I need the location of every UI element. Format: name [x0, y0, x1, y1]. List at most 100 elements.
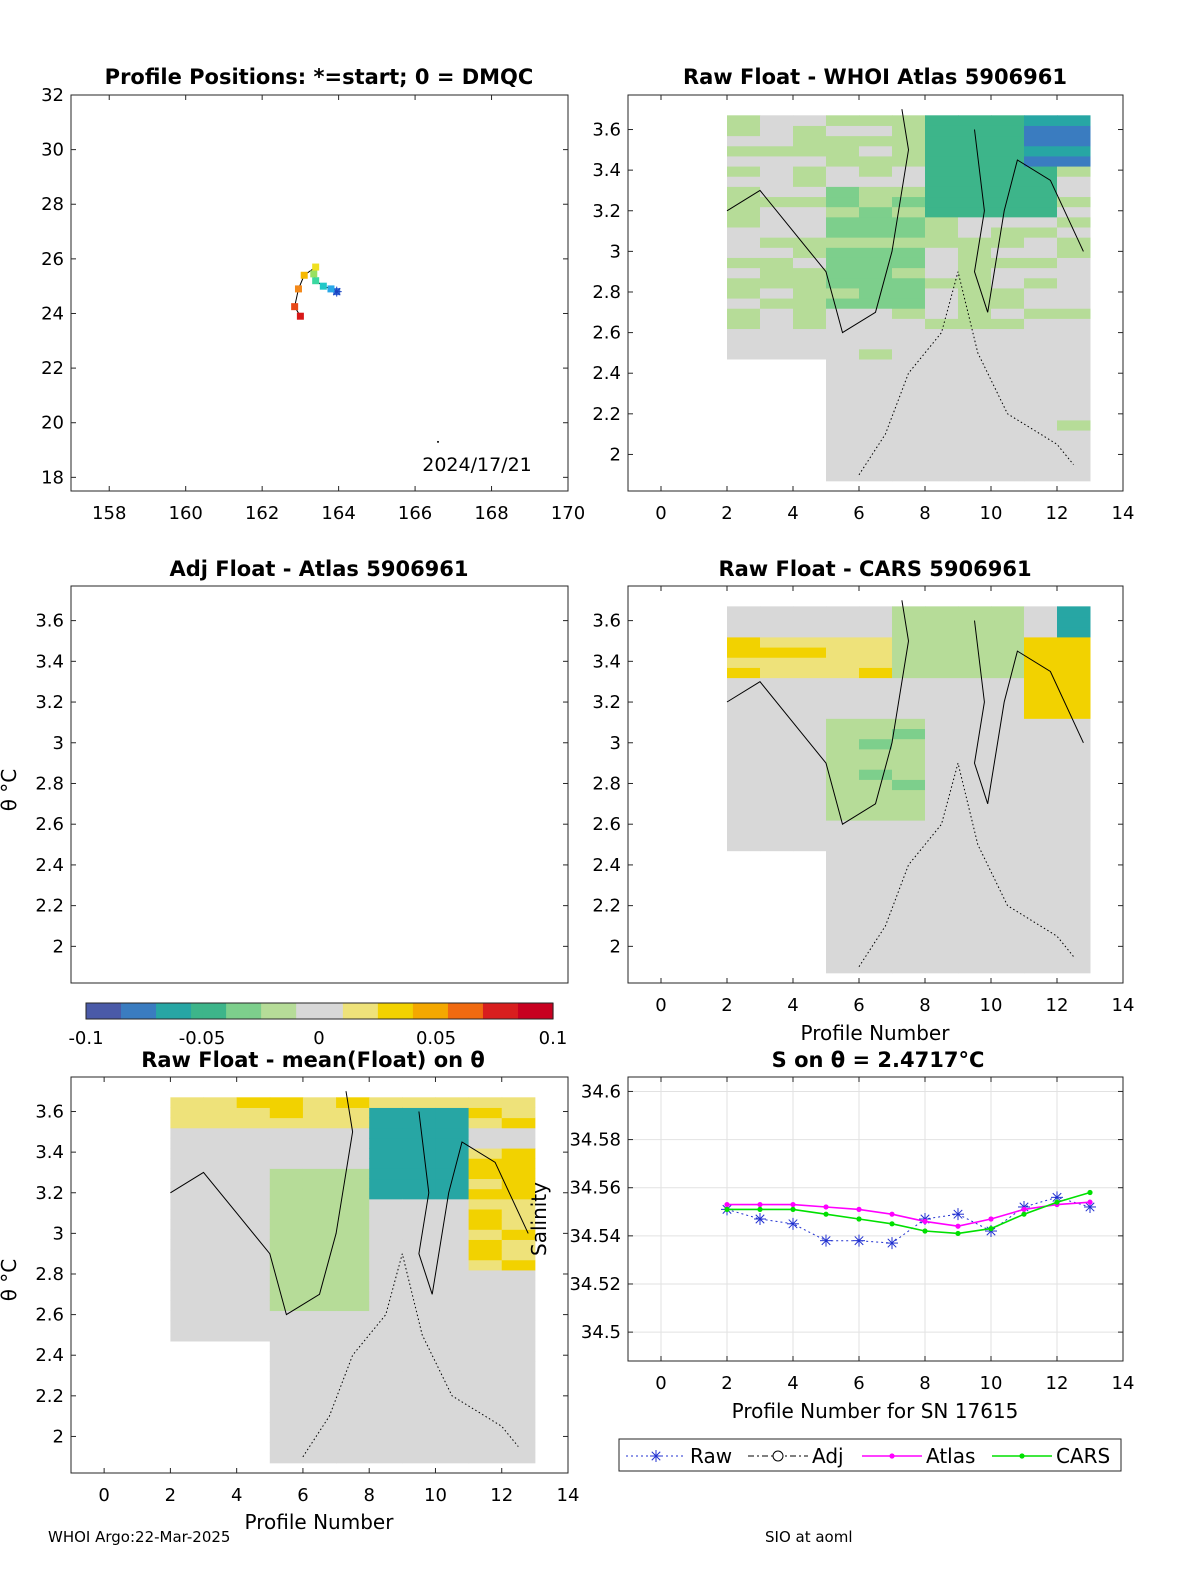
raw-atlas-panel: Raw Float - WHOI Atlas 5906961 0 2 4 6 8 10 12…	[592, 65, 1134, 524]
heatmap-cell	[1024, 769, 1058, 780]
heatmap-cell	[269, 1361, 304, 1372]
heatmap-cell	[236, 1300, 271, 1312]
heatmap-cell	[501, 1137, 536, 1149]
y-tick-label: 3.2	[35, 1183, 64, 1204]
heatmap-cell	[826, 430, 860, 441]
heatmap-cell	[826, 626, 860, 638]
heatmap-cell	[369, 1198, 403, 1210]
heatmap-cell	[727, 125, 761, 137]
heatmap-cell	[1057, 318, 1091, 330]
heatmap-cell	[925, 287, 959, 299]
heatmap-cell	[793, 779, 827, 791]
heatmap-cell	[1057, 718, 1091, 730]
legend-marker-adj	[772, 1450, 784, 1462]
heatmap-cell	[1057, 450, 1091, 462]
heatmap-cell	[892, 186, 926, 198]
heatmap-cell	[793, 820, 827, 831]
heatmap-cell	[892, 267, 926, 279]
y-tick-label: 34.5	[581, 1322, 621, 1343]
heatmap-cell	[859, 206, 893, 218]
heatmap-cell	[1057, 227, 1091, 238]
series-line-raw	[726, 1196, 1091, 1244]
heatmap-cell	[892, 430, 926, 441]
heatmap-cell	[336, 1280, 370, 1291]
heatmap-cell	[793, 728, 827, 740]
heatmap-cell	[826, 399, 860, 411]
heatmap-cell	[501, 1391, 536, 1403]
heatmap-cell	[236, 1219, 271, 1230]
heatmap-cell	[991, 962, 1025, 974]
heatmap-cell	[859, 687, 893, 699]
heatmap-cell	[727, 748, 761, 760]
heatmap-cell	[991, 155, 1025, 167]
y-tick-label: 2.2	[592, 404, 621, 425]
heatmap-cell	[826, 450, 860, 462]
heatmap-cell	[369, 1361, 403, 1372]
heatmap-cell	[1024, 850, 1058, 862]
heatmap-cell	[727, 348, 761, 360]
heatmap-cell	[859, 186, 893, 198]
series-marker-atlas	[889, 1211, 895, 1217]
heatmap-cell	[302, 1198, 337, 1210]
heatmap-cell	[958, 687, 992, 699]
heatmap-cell	[1057, 470, 1091, 482]
heatmap-cell	[336, 1148, 370, 1159]
heatmap-cell	[760, 677, 794, 689]
heatmap-cell	[826, 369, 860, 380]
series-marker-cars	[955, 1230, 961, 1237]
heatmap-cell	[269, 1371, 304, 1383]
y-tick-label: 2.4	[592, 363, 621, 384]
heatmap-cell	[727, 206, 761, 218]
heatmap-cell	[435, 1330, 470, 1342]
heatmap-cell	[501, 1422, 536, 1433]
heatmap-cell	[925, 667, 959, 679]
raw-cars-title: Raw Float - CARS 5906961	[718, 557, 1031, 581]
heatmap-cell	[958, 186, 992, 198]
heatmap-cell	[925, 830, 959, 841]
heatmap-cell	[892, 409, 926, 421]
heatmap-cell	[925, 962, 959, 974]
x-tick-label: 6	[853, 995, 864, 1016]
heatmap-cell	[925, 840, 959, 852]
heatmap-cell	[369, 1148, 403, 1159]
heatmap-cell	[336, 1249, 370, 1261]
x-tick-label: 10	[980, 995, 1003, 1016]
heatmap-cell	[402, 1351, 436, 1362]
heatmap-cell	[727, 216, 761, 228]
series-marker-atlas	[757, 1201, 763, 1208]
heatmap-cell	[760, 647, 794, 658]
heatmap-cell	[991, 901, 1025, 913]
heatmap-cell	[892, 799, 926, 811]
heatmap-cell	[826, 850, 860, 862]
colorbar-swatch	[144, 1003, 157, 1019]
heatmap-cell	[925, 942, 959, 953]
heatmap-cell	[892, 860, 926, 872]
heatmap-cell	[302, 1269, 337, 1281]
heatmap-cell	[501, 1361, 536, 1372]
legend-marker-cars	[1019, 1453, 1025, 1459]
heatmap-cell	[859, 257, 893, 269]
heatmap-cell	[336, 1432, 370, 1444]
heatmap-cell	[991, 125, 1025, 137]
heatmap-cell	[892, 759, 926, 770]
heatmap-cell	[369, 1351, 403, 1362]
heatmap-cell	[1024, 738, 1058, 750]
heatmap-cell	[925, 647, 959, 658]
heatmap-cell	[925, 247, 959, 258]
heatmap-cell	[402, 1452, 436, 1464]
heatmap-cell	[826, 247, 860, 258]
heatmap-cell	[468, 1341, 503, 1352]
heatmap-cell	[1024, 860, 1058, 872]
adj-atlas-panel: Adj Float - Atlas 5906961 2 2.2 2.4 2.6 2.8 3…	[0, 557, 569, 984]
heatmap-cell	[859, 921, 893, 933]
position-marker	[294, 285, 302, 293]
series-marker-raw	[1052, 1192, 1062, 1202]
heatmap-cell	[859, 891, 893, 903]
heatmap-cell	[958, 636, 992, 648]
heatmap-cell	[435, 1249, 470, 1261]
colorbar-swatch	[179, 1003, 192, 1019]
series-marker-atlas	[1087, 1199, 1093, 1205]
heatmap-cell	[925, 697, 959, 709]
heatmap-cell	[892, 840, 926, 852]
heatmap-cell	[1024, 125, 1058, 137]
